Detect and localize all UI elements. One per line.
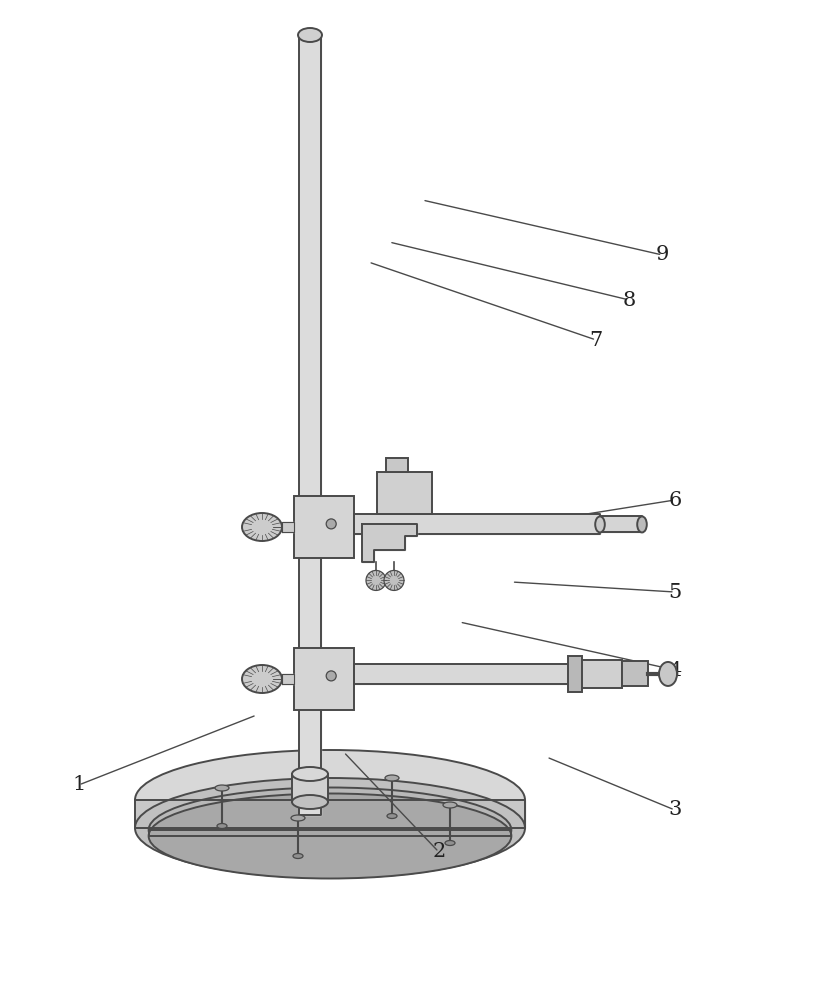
Text: 8: 8 bbox=[622, 290, 635, 310]
Ellipse shape bbox=[292, 767, 327, 781]
Ellipse shape bbox=[149, 793, 511, 878]
Polygon shape bbox=[299, 35, 321, 815]
Bar bbox=[377, 472, 432, 514]
Polygon shape bbox=[135, 800, 524, 828]
Text: 5: 5 bbox=[667, 582, 681, 601]
Ellipse shape bbox=[637, 516, 646, 532]
Ellipse shape bbox=[135, 778, 524, 878]
Bar bbox=[621, 661, 648, 686]
Ellipse shape bbox=[292, 795, 327, 809]
Text: 1: 1 bbox=[72, 776, 85, 794]
Text: 2: 2 bbox=[432, 842, 445, 861]
Ellipse shape bbox=[290, 815, 304, 821]
Text: 9: 9 bbox=[655, 245, 668, 264]
Text: 6: 6 bbox=[667, 490, 681, 510]
Ellipse shape bbox=[384, 570, 404, 590]
Text: 3: 3 bbox=[667, 800, 681, 819]
Bar bbox=[567, 656, 581, 692]
Ellipse shape bbox=[241, 665, 282, 693]
Ellipse shape bbox=[135, 750, 524, 850]
Polygon shape bbox=[282, 674, 294, 684]
Bar bbox=[294, 648, 354, 710]
Bar bbox=[385, 458, 407, 472]
Ellipse shape bbox=[215, 785, 229, 791]
Polygon shape bbox=[600, 516, 641, 532]
Ellipse shape bbox=[595, 516, 604, 532]
Ellipse shape bbox=[326, 671, 336, 681]
Bar bbox=[294, 496, 354, 558]
Text: 4: 4 bbox=[667, 660, 681, 680]
Polygon shape bbox=[282, 522, 294, 532]
Ellipse shape bbox=[298, 28, 322, 42]
Ellipse shape bbox=[386, 813, 396, 818]
Ellipse shape bbox=[658, 662, 676, 686]
Bar bbox=[579, 660, 621, 688]
Ellipse shape bbox=[293, 853, 303, 858]
Polygon shape bbox=[354, 664, 579, 684]
Ellipse shape bbox=[326, 519, 336, 529]
Ellipse shape bbox=[385, 775, 399, 781]
Polygon shape bbox=[361, 524, 417, 562]
Text: 7: 7 bbox=[589, 330, 602, 350]
Polygon shape bbox=[354, 514, 600, 534]
Ellipse shape bbox=[444, 840, 455, 845]
Ellipse shape bbox=[241, 513, 282, 541]
Polygon shape bbox=[149, 830, 511, 836]
Ellipse shape bbox=[149, 787, 511, 872]
Bar bbox=[292, 774, 327, 802]
Ellipse shape bbox=[442, 802, 457, 808]
Ellipse shape bbox=[217, 823, 227, 828]
Ellipse shape bbox=[366, 570, 385, 590]
